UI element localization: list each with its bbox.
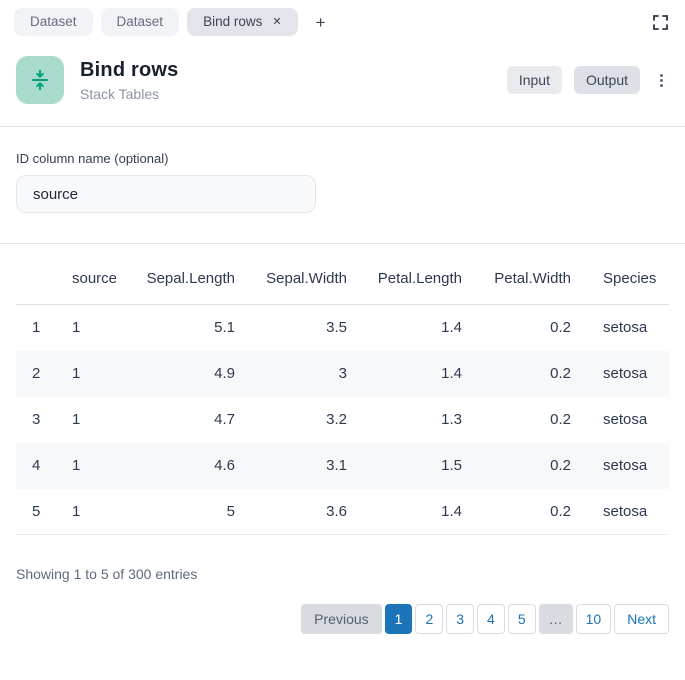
table-cell: setosa: [603, 319, 648, 337]
table-cell: 3: [338, 365, 347, 382]
table-cell: 3.2: [326, 411, 347, 428]
column-header-Petal.Length: Petal.Length: [347, 256, 462, 305]
table-cell: 5: [226, 502, 235, 520]
tab-label: Bind rows: [203, 14, 263, 30]
table-cell: 1: [72, 502, 81, 520]
tab-label: Dataset: [116, 14, 164, 30]
pagination-previous-button[interactable]: Previous: [301, 604, 382, 634]
title-block: Bind rows Stack Tables: [80, 59, 178, 102]
table-row: 5 1 5 3.6 1.4 0.2 setosa: [16, 489, 669, 535]
pagination-page-10[interactable]: 10: [575, 604, 612, 634]
column-header-Species: Species: [571, 256, 669, 305]
pagination-page-5[interactable]: 5: [507, 604, 536, 634]
tab-bind-rows[interactable]: Bind rows ✕: [187, 8, 298, 36]
table-cell: 4.6: [214, 457, 235, 474]
column-header-source: source: [56, 256, 140, 305]
table-cell: 0.2: [550, 319, 571, 337]
pagination-ellipsis[interactable]: …: [538, 604, 573, 634]
table-cell: 1: [72, 365, 81, 382]
new-tab-button[interactable]: +: [310, 10, 332, 35]
table-cell: 1: [72, 457, 81, 474]
column-header-rownum: [16, 256, 56, 305]
pagination-page-4[interactable]: 4: [477, 604, 505, 634]
options-section: ID column name (optional): [0, 127, 685, 243]
table-cell: 4: [32, 457, 41, 474]
table-row: 1 1 5.1 3.5 1.4 0.2 setosa: [16, 305, 669, 351]
page-subtitle: Stack Tables: [80, 85, 160, 102]
tab-bar: Dataset Dataset Bind rows ✕ +: [0, 0, 685, 42]
table-cell: setosa: [603, 457, 648, 474]
table-cell: 3.5: [326, 319, 347, 337]
table-cell: setosa: [603, 411, 648, 428]
table-cell: 1.3: [441, 411, 462, 428]
table-cell: 5.1: [214, 319, 235, 337]
table-footer: Showing 1 to 5 of 300 entries Previous 1 2…: [0, 566, 685, 634]
tab-dataset[interactable]: Dataset: [100, 8, 180, 36]
table-cell: 1: [72, 411, 81, 428]
table-cell: 3.6: [326, 502, 347, 520]
table-cell: 1.4: [441, 319, 462, 337]
stack-tables-icon: [16, 56, 64, 104]
result-table-section: source Sepal.Length Sepal.Width Petal.Lengt…: [0, 244, 685, 535]
data-table: source Sepal.Length Sepal.Width Petal.Lengt…: [16, 256, 669, 535]
pagination-next-button[interactable]: Next: [614, 604, 669, 634]
kebab-menu-icon[interactable]: [654, 70, 669, 91]
output-button[interactable]: Output: [573, 66, 640, 94]
table-cell: setosa: [603, 502, 648, 520]
column-header-Petal.Width: Petal.Width: [462, 256, 571, 305]
options-divider: [0, 243, 685, 244]
id-column-label: ID column name (optional): [16, 151, 169, 166]
header-divider: [0, 126, 685, 127]
pagination-page-1[interactable]: 1: [384, 604, 413, 634]
table-cell: 0.2: [550, 502, 571, 520]
pagination-page-2[interactable]: 2: [415, 604, 444, 634]
table-cell: 0.2: [550, 365, 571, 382]
tab-dataset[interactable]: Dataset: [14, 8, 93, 36]
table-cell: 1.5: [441, 457, 462, 474]
table-row: 4 1 4.6 3.1 1.5 0.2 setosa: [16, 442, 669, 489]
table-cell: 2: [32, 365, 41, 382]
tab-label: Dataset: [30, 14, 77, 30]
table-cell: setosa: [603, 365, 648, 382]
entries-info: Showing 1 to 5 of 300 entries: [16, 566, 198, 582]
table-header-row: source Sepal.Length Sepal.Width Petal.Lengt…: [16, 256, 669, 305]
pagination-page-3[interactable]: 3: [446, 604, 475, 634]
table-row: 3 1 4.7 3.2 1.3 0.2 setosa: [16, 397, 669, 443]
table-cell: 0.2: [550, 457, 571, 474]
table-cell: 1.4: [441, 365, 462, 382]
table-cell: 3.1: [326, 457, 347, 474]
panel-header: Bind rows Stack Tables Input Output: [0, 42, 685, 126]
page-title: Bind rows: [80, 58, 179, 81]
fullscreen-icon[interactable]: [650, 12, 671, 33]
table-cell: 5: [32, 502, 41, 520]
column-header-Sepal.Length: Sepal.Length: [140, 256, 235, 305]
table-cell: 3: [32, 411, 41, 428]
table-cell: 1.4: [441, 502, 462, 520]
table-row: 2 1 4.9 3 1.4 0.2 setosa: [16, 350, 669, 397]
table-cell: 0.2: [550, 411, 571, 428]
id-column-input[interactable]: [16, 175, 316, 213]
input-button[interactable]: Input: [506, 66, 562, 94]
table-cell: 4.9: [214, 365, 235, 382]
table-cell: 1: [32, 319, 41, 337]
column-header-Sepal.Width: Sepal.Width: [235, 256, 347, 305]
close-icon[interactable]: ✕: [272, 15, 282, 28]
table-cell: 1: [72, 319, 81, 337]
header-actions: Input Output: [506, 66, 669, 94]
table-cell: 4.7: [214, 411, 235, 428]
pagination: Previous 1 2 3 4 5… 10 Next: [16, 604, 669, 634]
